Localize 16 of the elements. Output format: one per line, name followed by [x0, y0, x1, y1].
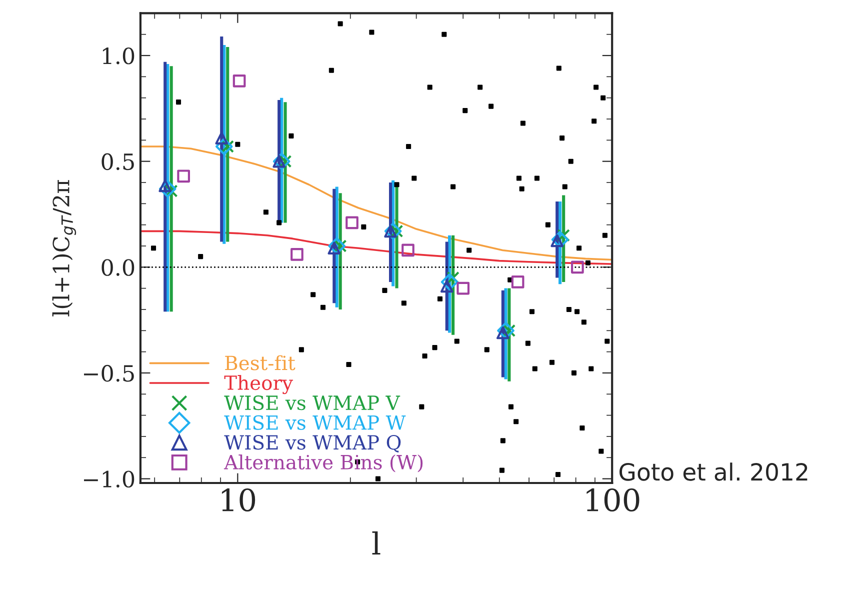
x-tick-label: 10	[222, 488, 256, 512]
legend-label: Best-fit	[225, 355, 296, 370]
y-tick-label: 1.0	[102, 47, 134, 64]
legend-label: WISE vs WMAP W	[224, 415, 406, 430]
y-tick-label: −0.5	[84, 364, 134, 382]
x-axis-title: l	[372, 531, 380, 555]
y-tick-label: 0.0	[102, 259, 134, 276]
legend-label: WISE vs WMAP Q	[224, 435, 401, 453]
legend-label: Alternative Bins (W)	[224, 454, 423, 472]
legend-label: WISE vs WMAP V	[224, 395, 400, 410]
text: Goto et al. 2012	[619, 462, 808, 481]
x-tick-label: 100	[586, 488, 640, 512]
y-axis-title: l(l+1)C$_{gT}$/2π	[52, 180, 76, 316]
legend-label: Theory	[224, 375, 293, 394]
y-tick-label: 0.5	[102, 153, 134, 170]
y-tick-label: −1.0	[84, 470, 134, 488]
